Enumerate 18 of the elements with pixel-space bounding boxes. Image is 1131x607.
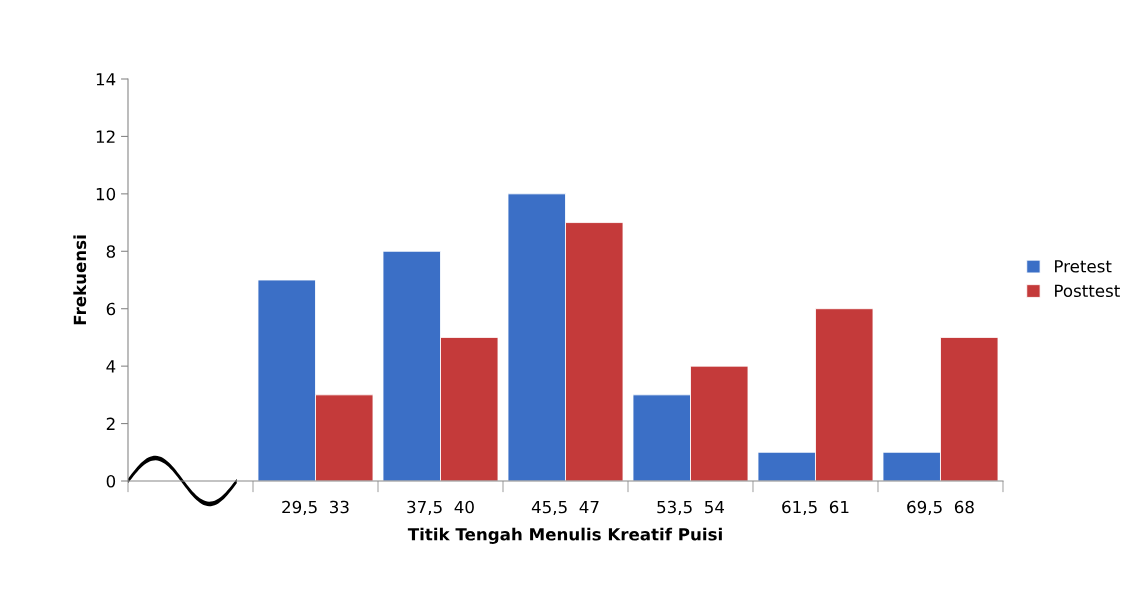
x-tick-label: 69,5 68	[907, 500, 974, 516]
x-axis-title: Titik Tengah Menulis Kreatif Puisi	[407, 527, 722, 544]
y-tick-label: 4	[106, 360, 116, 373]
y-tick-label: 8	[106, 245, 116, 258]
y-tick-label: 12	[96, 130, 115, 143]
x-tick-label: 37,5 40	[407, 500, 474, 516]
y-tick-label: 2	[106, 417, 115, 430]
x-tick-label: 53,5 54	[657, 500, 725, 516]
x-tick-label: 45,5 47	[531, 500, 599, 516]
y-tick-label: 14	[96, 73, 116, 86]
y-tick-label: 10	[96, 187, 116, 201]
x-tick-label: 29,5 33	[282, 500, 349, 516]
y-tick-label: 0	[106, 474, 116, 488]
y-tick-label: 6	[106, 302, 116, 316]
legend-label: Pretest	[1055, 260, 1112, 273]
y-axis-title: Frekuensi	[73, 235, 87, 325]
legend-label: Posttest	[1055, 284, 1120, 298]
x-tick-label: 61,5 61	[782, 500, 849, 516]
